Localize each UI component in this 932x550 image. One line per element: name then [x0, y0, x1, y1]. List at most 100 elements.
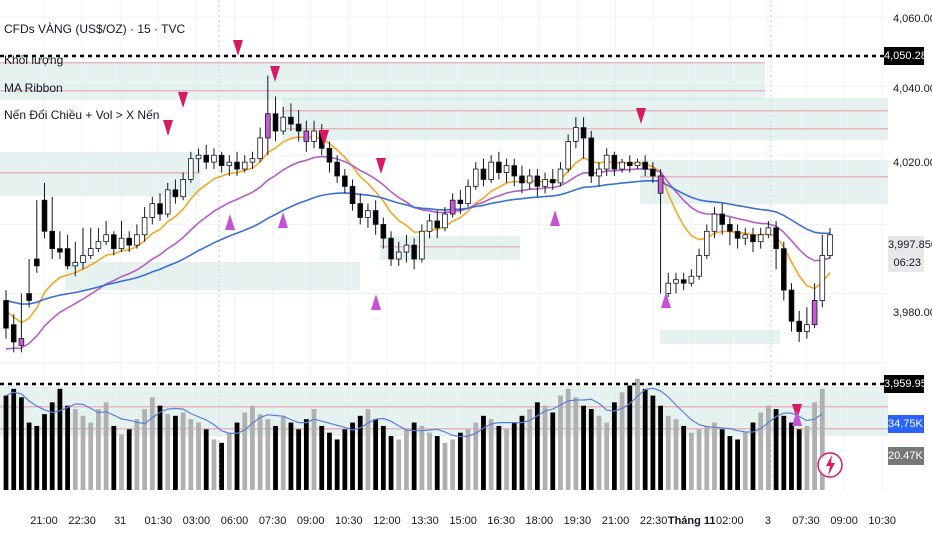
time-label: 15:00 — [449, 515, 477, 527]
volume-bar — [681, 425, 687, 490]
volume-bar — [773, 409, 779, 490]
volume-bar — [303, 419, 309, 490]
time-label: Tháng 11 — [668, 515, 716, 527]
candle-body — [126, 237, 133, 246]
sell-arrow-icon — [178, 92, 188, 108]
zone-edge — [282, 110, 888, 112]
time-label: 21:00 — [602, 515, 630, 527]
time-label: 22:30 — [640, 515, 668, 527]
candle-body — [565, 141, 571, 170]
candle-body — [388, 237, 394, 260]
candle-body — [773, 227, 779, 249]
time-label: 10:30 — [868, 515, 896, 527]
candle-body — [442, 213, 448, 229]
volume-bar — [365, 409, 371, 490]
volume-bar — [573, 397, 579, 490]
symbol-title[interactable]: CFDs VÀNG (US$/OZ) · 15 · TVC — [4, 22, 186, 36]
candle-body — [295, 123, 302, 132]
volume-bar — [596, 415, 602, 490]
time-axis[interactable]: 21:00 22:30 31 01:30 03:00 06:00 07:30 09:00 10:… — [30, 515, 896, 527]
volume-bar — [481, 415, 486, 490]
volume-bar — [735, 439, 740, 490]
candle-body — [57, 248, 63, 253]
candle-body — [226, 161, 233, 167]
sell-arrow-icon — [233, 40, 243, 56]
volume-bar — [565, 388, 571, 490]
zone-box — [0, 386, 888, 436]
volume-bar — [465, 429, 471, 490]
candle-body — [734, 230, 741, 239]
candle-body — [157, 203, 163, 215]
candle-body — [357, 203, 364, 218]
volume-bar — [427, 432, 432, 490]
volume-bar — [411, 422, 417, 490]
volume-bar — [357, 415, 363, 490]
candle-body — [326, 147, 333, 163]
time-label: 09:00 — [830, 515, 858, 527]
volume-bar — [3, 395, 9, 490]
volume-bar — [688, 432, 694, 490]
candle-body — [203, 154, 210, 163]
candle-body — [765, 227, 772, 236]
candle-body — [3, 300, 9, 329]
volume-bar — [419, 425, 425, 490]
countdown-tag: 06:23 — [888, 254, 924, 272]
volume-bar — [26, 422, 32, 490]
volume-bar — [250, 405, 255, 490]
candle-body — [342, 175, 348, 187]
zone-edge — [0, 62, 765, 64]
volume-bar — [550, 412, 556, 490]
volume-bar — [558, 395, 563, 490]
zone-edge — [0, 90, 765, 92]
legend-volume[interactable]: Khối lượng — [4, 53, 64, 67]
candle-body — [95, 241, 102, 249]
volume-bar — [165, 414, 171, 490]
candle-body — [403, 244, 410, 253]
volume-bar — [511, 422, 517, 490]
candlesticks — [3, 75, 833, 353]
volume-bar — [789, 422, 794, 490]
zone-edge — [0, 406, 888, 408]
zone-box — [0, 152, 200, 196]
candle-body — [211, 154, 217, 163]
volume-bar — [211, 439, 217, 490]
zone-boxes — [0, 62, 888, 436]
volume-bar — [696, 429, 702, 490]
legend-ma-ribbon[interactable]: MA Ribbon — [4, 81, 63, 95]
candle-body — [188, 158, 194, 180]
volume-bar — [650, 395, 656, 490]
candle-body — [149, 203, 156, 218]
volume-bar — [296, 429, 302, 490]
volume-bar — [65, 405, 70, 490]
candle-body — [488, 161, 494, 180]
volume-bar — [719, 429, 725, 490]
candle-body — [257, 137, 263, 160]
candle-body — [426, 220, 433, 232]
candle-body — [195, 154, 202, 160]
signal-markers — [163, 40, 802, 426]
price-axis[interactable]: 4,060.000 4,040.000 4,020.000 3,980.000 — [893, 13, 932, 319]
volume-bar — [542, 405, 548, 490]
candle-body — [118, 237, 125, 249]
volume-bar — [234, 422, 240, 490]
volume-bar — [142, 409, 148, 490]
key-level-lines — [0, 54, 888, 386]
logo-icon — [817, 452, 843, 478]
volume-bar — [49, 402, 55, 490]
volume-bar — [642, 388, 648, 490]
candle-body — [519, 175, 525, 184]
volume-bar — [265, 419, 271, 490]
legend-indicator[interactable]: Nến Đối Chiều + Vol > X Nến — [4, 108, 160, 122]
zone-box — [380, 236, 520, 260]
volume-bar — [188, 419, 194, 490]
volume-bar — [396, 439, 402, 490]
candle-body — [711, 213, 718, 232]
volume-bar — [350, 422, 355, 490]
candle-body — [503, 165, 510, 173]
candle-body — [103, 234, 109, 243]
time-label: 09:00 — [297, 515, 325, 527]
ma-slow-line — [5, 179, 830, 305]
sell-arrow-icon — [319, 130, 329, 146]
volume-bar — [57, 388, 63, 490]
